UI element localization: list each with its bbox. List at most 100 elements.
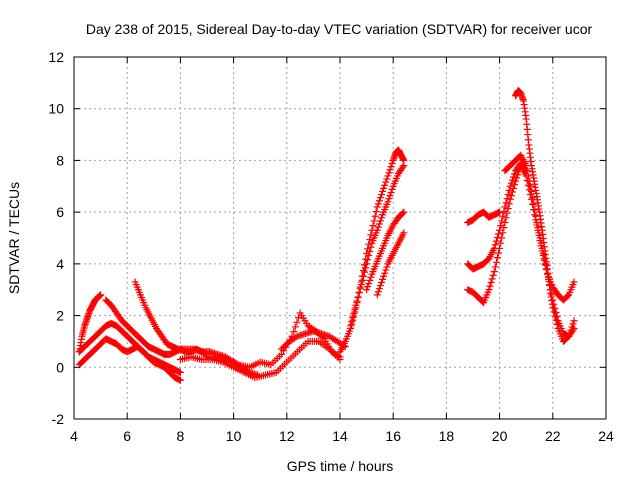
- data-point: [547, 286, 555, 294]
- data-point: [500, 224, 508, 232]
- data-point: [97, 291, 105, 299]
- data-point: [400, 229, 408, 237]
- data-point: [386, 192, 394, 200]
- data-point: [540, 255, 548, 263]
- data-point: [490, 268, 498, 276]
- data-point: [570, 317, 578, 325]
- data-point: [370, 217, 378, 225]
- data-point: [363, 286, 371, 294]
- data-point: [553, 313, 561, 321]
- data-point: [505, 186, 513, 194]
- data-point: [367, 243, 375, 251]
- data-point: [377, 191, 385, 199]
- data-point: [543, 270, 551, 278]
- data-point: [503, 209, 511, 217]
- data-point: [384, 198, 392, 206]
- data-point: [526, 182, 534, 190]
- data-point: [512, 177, 520, 185]
- series-trace-g: [203, 309, 344, 371]
- series-trace-j: [347, 162, 408, 330]
- data-point: [489, 271, 497, 279]
- data-point: [564, 292, 572, 300]
- data-point: [293, 318, 301, 326]
- data-point: [501, 218, 509, 226]
- data-point: [552, 308, 560, 316]
- data-point: [351, 305, 359, 313]
- data-point: [292, 333, 300, 341]
- data-point: [369, 222, 377, 230]
- x-axis-label: GPS time / hours: [287, 458, 394, 474]
- data-point: [371, 212, 379, 220]
- data-point: [486, 282, 494, 290]
- data-point: [509, 173, 517, 181]
- data-point: [532, 212, 540, 220]
- data-point: [508, 188, 516, 196]
- data-point: [347, 322, 355, 330]
- x-tick-label: 22: [545, 428, 561, 444]
- data-point: [537, 239, 545, 247]
- data-point: [535, 229, 543, 237]
- data-point: [549, 296, 557, 304]
- data-point: [539, 250, 547, 258]
- data-point: [400, 208, 408, 216]
- data-point: [381, 269, 389, 277]
- data-point: [498, 217, 506, 225]
- data-point: [500, 208, 508, 216]
- series-trace-p: [512, 87, 578, 345]
- data-point: [376, 282, 384, 290]
- data-point: [176, 376, 184, 384]
- series-trace-k: [363, 208, 408, 294]
- data-point: [282, 341, 290, 349]
- data-point: [377, 214, 385, 222]
- data-point: [495, 230, 503, 238]
- y-tick-label: 12: [48, 49, 64, 65]
- data-point: [529, 194, 537, 202]
- data-point: [359, 272, 367, 280]
- data-point: [352, 301, 360, 309]
- data-point: [504, 191, 512, 199]
- data-point: [290, 328, 298, 336]
- series-trace-q: [501, 151, 578, 340]
- data-point: [551, 304, 559, 312]
- x-tick-label: 8: [177, 428, 185, 444]
- data-point: [354, 293, 362, 301]
- data-point: [367, 273, 375, 281]
- data-point: [386, 166, 394, 174]
- data-point: [379, 187, 387, 195]
- data-point: [388, 185, 396, 193]
- data-point: [400, 162, 408, 170]
- data-point: [356, 285, 364, 293]
- data-point: [375, 285, 383, 293]
- data-point: [492, 258, 500, 266]
- data-point: [364, 283, 372, 291]
- data-point: [491, 263, 499, 271]
- data-point: [510, 181, 518, 189]
- series-trace-l: [373, 229, 408, 299]
- data-point: [380, 184, 388, 192]
- data-point: [530, 200, 538, 208]
- data-point: [387, 188, 395, 196]
- data-point: [279, 344, 287, 352]
- y-tick-label: 8: [56, 152, 64, 168]
- x-tick-label: 4: [70, 428, 78, 444]
- data-point: [499, 212, 507, 220]
- data-point: [348, 318, 356, 326]
- chart-title: Day 238 of 2015, Sidereal Day-to-day VTE…: [86, 21, 593, 37]
- data-point: [360, 268, 368, 276]
- x-tick-label: 10: [226, 428, 242, 444]
- data-point: [374, 200, 382, 208]
- data-point: [385, 169, 393, 177]
- data-point: [528, 187, 536, 195]
- data-point: [362, 264, 370, 272]
- data-point: [366, 236, 374, 244]
- data-point: [498, 234, 506, 242]
- data-point: [382, 178, 390, 186]
- data-point: [383, 175, 391, 183]
- data-point: [387, 163, 395, 171]
- x-tick-label: 20: [492, 428, 508, 444]
- data-point: [376, 194, 384, 202]
- x-tick-label: 18: [439, 428, 455, 444]
